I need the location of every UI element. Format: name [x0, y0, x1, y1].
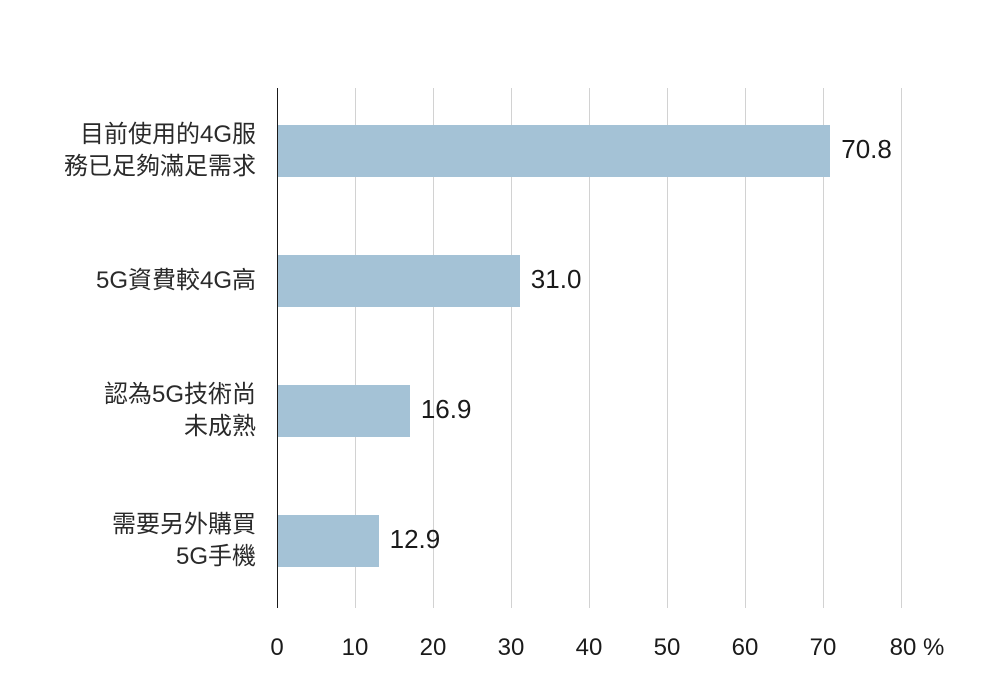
- value-label: 31.0: [530, 264, 582, 294]
- gridline: [667, 88, 668, 608]
- x-tick-label: 70: [809, 634, 837, 661]
- category-label: 認為5G技術尚 未成熟: [103, 381, 256, 440]
- bar: [278, 385, 410, 437]
- x-tick-label: 40: [575, 634, 603, 661]
- gridline: [511, 88, 512, 608]
- bar: [278, 255, 520, 307]
- value-label: 16.9: [420, 394, 472, 424]
- value-label: 12.9: [389, 524, 441, 554]
- category-label: 5G資費較4G高: [95, 267, 256, 294]
- gridline: [589, 88, 590, 608]
- x-tick-label: 20: [419, 634, 447, 661]
- category-label: 目前使用的4G服 務已足夠滿足需求: [64, 121, 256, 180]
- value-label: 70.8: [841, 134, 892, 164]
- x-tick-label: 60: [731, 634, 759, 661]
- y-axis-line: [277, 88, 278, 608]
- gridline: [901, 88, 902, 608]
- x-tick-label: 0: [270, 634, 284, 661]
- gridline: [433, 88, 434, 608]
- gridline: [745, 88, 746, 608]
- x-tick-label: 80 %: [889, 634, 945, 661]
- gridline: [823, 88, 824, 608]
- category-label: 需要另外購買 5G手機: [112, 511, 256, 570]
- x-tick-label: 10: [341, 634, 369, 661]
- bar: [278, 125, 831, 177]
- bar: [278, 515, 379, 567]
- x-tick-label: 50: [653, 634, 681, 661]
- x-tick-label: 30: [497, 634, 525, 661]
- gridline: [355, 88, 356, 608]
